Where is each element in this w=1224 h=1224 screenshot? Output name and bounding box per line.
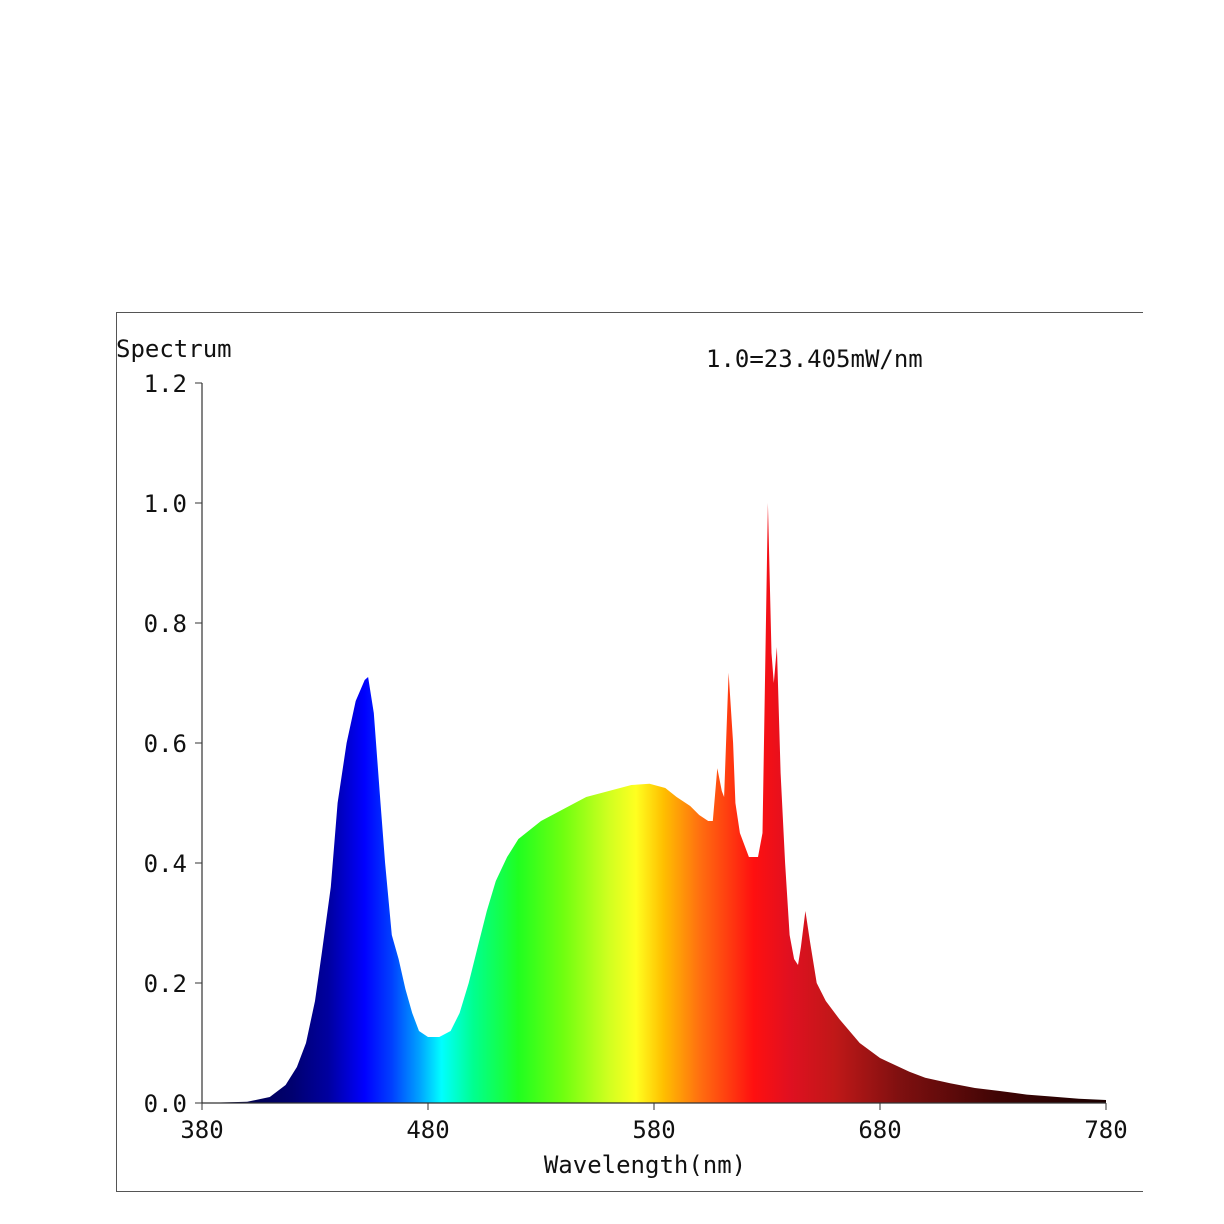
x-tick-label: 580 — [632, 1116, 675, 1144]
y-tick-label: 0.6 — [144, 730, 187, 758]
x-tick-label: 680 — [858, 1116, 901, 1144]
y-tick-label: 1.2 — [144, 370, 187, 398]
y-tick-label: 0.4 — [144, 850, 187, 878]
spectrum-area — [202, 503, 1106, 1103]
y-axis-title: Spectrum — [116, 335, 232, 363]
x-axis-title: Wavelength(nm) — [544, 1151, 746, 1179]
x-tick-label: 480 — [406, 1116, 449, 1144]
y-tick-label: 0.0 — [144, 1090, 187, 1118]
chart-frame — [116, 312, 1143, 1192]
x-tick-label: 380 — [180, 1116, 223, 1144]
y-tick-label: 1.0 — [144, 490, 187, 518]
y-tick-label: 0.2 — [144, 970, 187, 998]
scale-annotation: 1.0=23.405mW/nm — [706, 345, 923, 373]
y-tick-label: 0.8 — [144, 610, 187, 638]
x-tick-label: 780 — [1084, 1116, 1127, 1144]
